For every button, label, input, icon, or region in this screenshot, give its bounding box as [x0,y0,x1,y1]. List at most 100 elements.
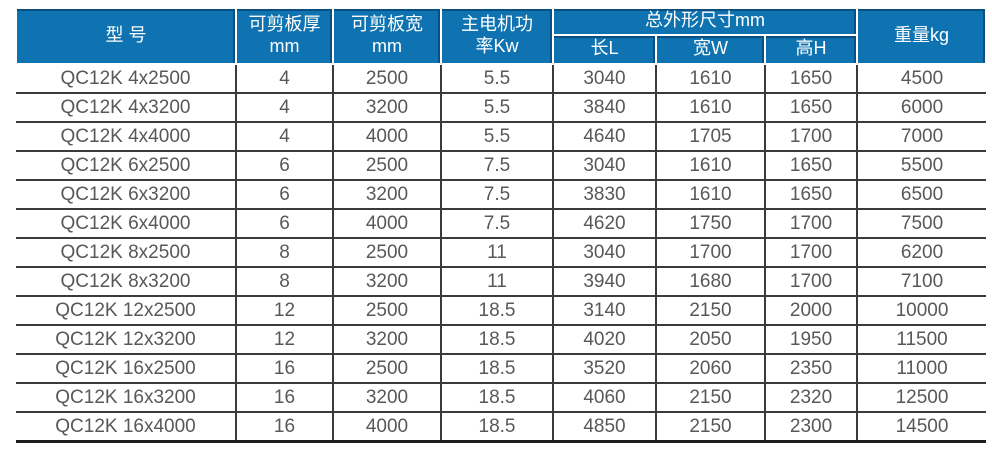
header-shear-thickness-unit: mm [269,35,300,56]
cell-dim-width: 1610 [655,180,766,210]
cell-motor-power: 18.5 [440,296,554,326]
table-row: QC12K 16x4000 16 4000 18.5 4850 2150 230… [16,412,987,443]
cell-dim-width: 2150 [655,296,766,326]
cell-motor-power: 18.5 [440,383,554,413]
cell-dim-length: 3940 [552,267,657,297]
table-row: QC12K 4x4000 4 4000 5.5 4640 1705 1700 7… [16,122,987,152]
cell-model: QC12K 6x2500 [16,151,237,181]
cell-model: QC12K 4x4000 [16,122,237,152]
cell-motor-power: 5.5 [440,93,554,123]
cell-model: QC12K 16x2500 [16,354,237,384]
cell-dim-width: 1610 [655,64,766,94]
cell-shear-thickness: 8 [235,267,334,297]
cell-motor-power: 11 [440,238,554,268]
cell-motor-power: 7.5 [440,180,554,210]
cell-weight: 14500 [856,412,987,443]
header-shear-thickness-label: 可剪板厚 [248,14,321,35]
cell-shear-width: 4000 [332,209,442,239]
cell-dim-length: 3520 [552,354,657,384]
header-dim-height: 高H [763,34,859,65]
header-model: 型 号 [15,7,237,65]
cell-motor-power: 7.5 [440,209,554,239]
cell-model: QC12K 8x2500 [16,238,237,268]
cell-dim-length: 3840 [552,93,657,123]
cell-model: QC12K 12x3200 [16,325,237,355]
cell-motor-power: 18.5 [440,354,554,384]
cell-model: QC12K 12x2500 [16,296,237,326]
cell-weight: 5500 [856,151,987,181]
header-shear-width: 可剪板宽 mm [332,7,442,65]
cell-dim-height: 2350 [763,354,859,384]
cell-shear-width: 2500 [332,354,442,384]
cell-dim-height: 2000 [763,296,859,326]
cell-shear-thickness: 16 [235,383,334,413]
cell-model: QC12K 4x2500 [16,64,237,94]
cell-shear-thickness: 4 [235,93,334,123]
cell-shear-thickness: 4 [235,122,334,152]
cell-dim-height: 1650 [763,180,859,210]
cell-dim-width: 1705 [655,122,766,152]
header-weight: 重量kg [856,7,988,65]
cell-weight: 6200 [856,238,987,268]
cell-dim-width: 1610 [655,93,766,123]
cell-shear-width: 2500 [332,64,442,94]
table-row: QC12K 16x3200 16 3200 18.5 4060 2150 232… [16,383,987,413]
cell-dim-height: 1650 [763,93,859,123]
cell-weight: 4500 [856,64,987,94]
cell-weight: 11000 [856,354,987,384]
cell-shear-thickness: 12 [235,296,334,326]
cell-shear-thickness: 12 [235,325,334,355]
header-shear-width-unit: mm [372,35,402,56]
table-row: QC12K 8x3200 8 3200 11 3940 1680 1700 71… [16,267,987,297]
cell-dim-length: 4620 [552,209,657,239]
cell-motor-power: 18.5 [440,412,554,443]
cell-dim-height: 2320 [763,383,859,413]
cell-dim-length: 4850 [552,412,657,443]
cell-dim-length: 4020 [552,325,657,355]
cell-motor-power: 5.5 [440,64,554,94]
spec-table-header: 型 号 可剪板厚 mm 可剪板宽 mm 主电机功 率Kw 总外形尺寸mm 重量k… [15,7,988,65]
cell-weight: 12500 [856,383,987,413]
cell-shear-width: 3200 [332,93,442,123]
cell-dim-width: 1750 [655,209,766,239]
table-row: QC12K 12x3200 12 3200 18.5 4020 2050 195… [16,325,987,355]
cell-weight: 11500 [856,325,987,355]
table-row: QC12K 6x3200 6 3200 7.5 3830 1610 1650 6… [16,180,987,210]
cell-weight: 10000 [856,296,987,326]
cell-dim-length: 4060 [552,383,657,413]
cell-shear-width: 2500 [332,296,442,326]
cell-dim-length: 3830 [552,180,657,210]
cell-dim-height: 1650 [763,64,859,94]
cell-shear-thickness: 16 [235,354,334,384]
header-dim-length: 长L [552,34,657,65]
cell-shear-thickness: 8 [235,238,334,268]
cell-weight: 7500 [856,209,987,239]
cell-weight: 6500 [856,180,987,210]
cell-model: QC12K 6x3200 [16,180,237,210]
header-motor-power: 主电机功 率Kw [440,7,554,65]
cell-dim-width: 2150 [655,383,766,413]
spec-table: 型 号 可剪板厚 mm 可剪板宽 mm 主电机功 率Kw 总外形尺寸mm 重量k… [15,7,988,443]
cell-dim-width: 2150 [655,412,766,443]
cell-shear-thickness: 6 [235,151,334,181]
cell-shear-thickness: 6 [235,209,334,239]
table-row: QC12K 16x2500 16 2500 18.5 3520 2060 235… [16,354,987,384]
cell-shear-thickness: 16 [235,412,334,443]
cell-dim-length: 3040 [552,238,657,268]
cell-dim-length: 4640 [552,122,657,152]
cell-shear-width: 2500 [332,238,442,268]
cell-dim-length: 3040 [552,64,657,94]
cell-dim-width: 2060 [655,354,766,384]
cell-dim-height: 1700 [763,238,859,268]
cell-dim-height: 1700 [763,267,859,297]
cell-weight: 6000 [856,93,987,123]
cell-shear-thickness: 4 [235,64,334,94]
header-shear-width-label: 可剪板宽 [351,14,423,35]
cell-weight: 7100 [856,267,987,297]
cell-model: QC12K 16x3200 [16,383,237,413]
cell-motor-power: 11 [440,267,554,297]
cell-dim-width: 1680 [655,267,766,297]
cell-dim-height: 1700 [763,122,859,152]
cell-shear-width: 4000 [332,412,442,443]
table-row: QC12K 12x2500 12 2500 18.5 3140 2150 200… [16,296,987,326]
